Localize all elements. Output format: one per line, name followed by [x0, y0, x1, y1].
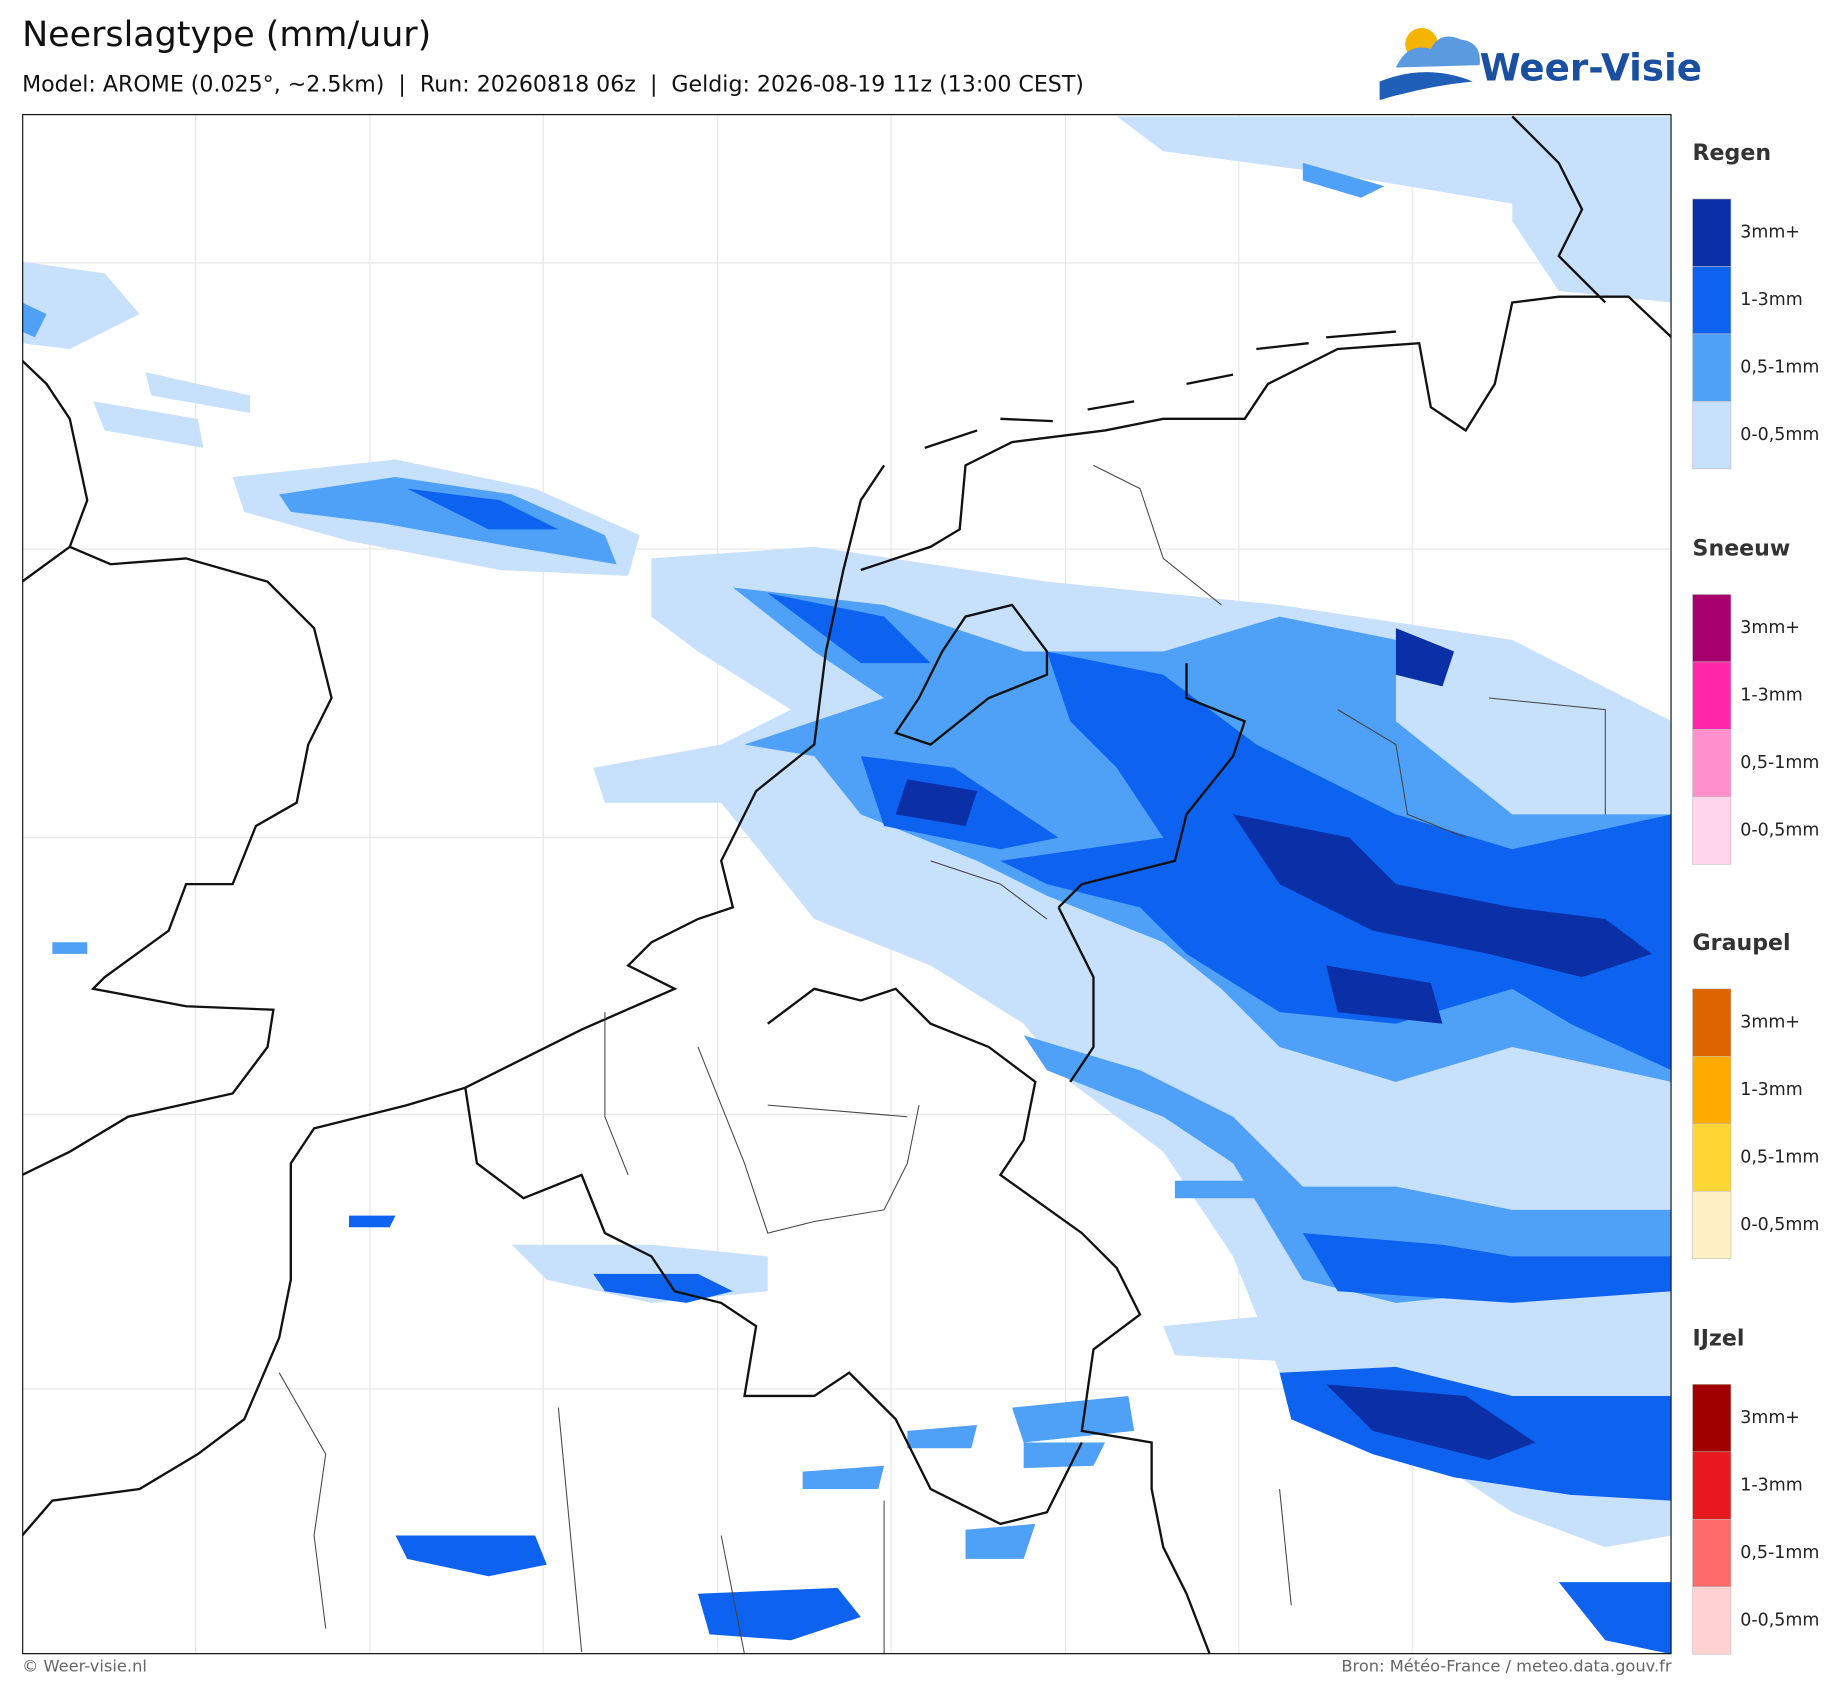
legend-label: 3mm+ — [1740, 1408, 1800, 1428]
legend-swatch — [1692, 1384, 1732, 1453]
legend-label: 0-0,5mm — [1740, 1215, 1819, 1235]
footer-left: © Weer-visie.nl — [22, 1657, 147, 1676]
legend-swatch — [1692, 1190, 1732, 1259]
footer-right: Bron: Météo-France / meteo.data.gouv.fr — [1341, 1657, 1672, 1676]
legend-title: IJzel — [1693, 1325, 1745, 1351]
legend-swatch — [1692, 1586, 1732, 1655]
legend-title: Graupel — [1693, 930, 1791, 956]
legend-swatch — [1692, 988, 1732, 1057]
legend-swatch — [1692, 661, 1732, 730]
logo-text: Weer-Visie — [1480, 45, 1702, 89]
legend-label: 0,5-1mm — [1740, 358, 1819, 378]
legend-title: Regen — [1693, 140, 1772, 166]
legend-label: 3mm+ — [1740, 223, 1800, 243]
legend-title: Sneeuw — [1693, 536, 1791, 562]
legend-label: 0-0,5mm — [1740, 425, 1819, 445]
legend-swatch — [1692, 796, 1732, 865]
legend-swatch — [1692, 729, 1732, 798]
legend-swatch — [1692, 594, 1732, 663]
legend-label: 0,5-1mm — [1740, 753, 1819, 773]
legend-label: 1-3mm — [1740, 1080, 1802, 1100]
legend-swatch — [1692, 198, 1732, 267]
legend-swatch — [1692, 266, 1732, 335]
legend-label: 0-0,5mm — [1740, 1610, 1819, 1630]
legend-swatch — [1692, 1451, 1732, 1520]
legend-label: 1-3mm — [1740, 290, 1802, 310]
legend-label: 0,5-1mm — [1740, 1147, 1819, 1167]
legend-swatch — [1692, 1123, 1732, 1192]
legend-swatch — [1692, 401, 1732, 470]
precipitation — [22, 116, 1672, 1655]
legend-label: 1-3mm — [1740, 686, 1802, 706]
title: Neerslagtype (mm/uur) — [22, 15, 431, 55]
logo: Weer-Visie — [1379, 27, 1702, 101]
legend-label: 1-3mm — [1740, 1476, 1802, 1496]
legend-label: 0,5-1mm — [1740, 1543, 1819, 1563]
legend-swatch — [1692, 333, 1732, 402]
legend-swatch — [1692, 1055, 1732, 1125]
legend-swatch — [1692, 1518, 1732, 1588]
legend-label: 3mm+ — [1740, 1013, 1800, 1033]
legend-label: 0-0,5mm — [1740, 821, 1819, 841]
borders — [278, 464, 1606, 1655]
legend: Regen 3mm+ 1-3mm 0,5-1mm 0-0,5mm Sneeuw 3mm+ 1-… — [1692, 140, 1819, 1655]
subtitle: Model: AROME (0.025°, ~2.5km) | Run: 202… — [22, 71, 1084, 97]
coastlines — [22, 115, 1672, 1537]
map — [22, 114, 1672, 1655]
legend-label: 3mm+ — [1740, 618, 1800, 638]
